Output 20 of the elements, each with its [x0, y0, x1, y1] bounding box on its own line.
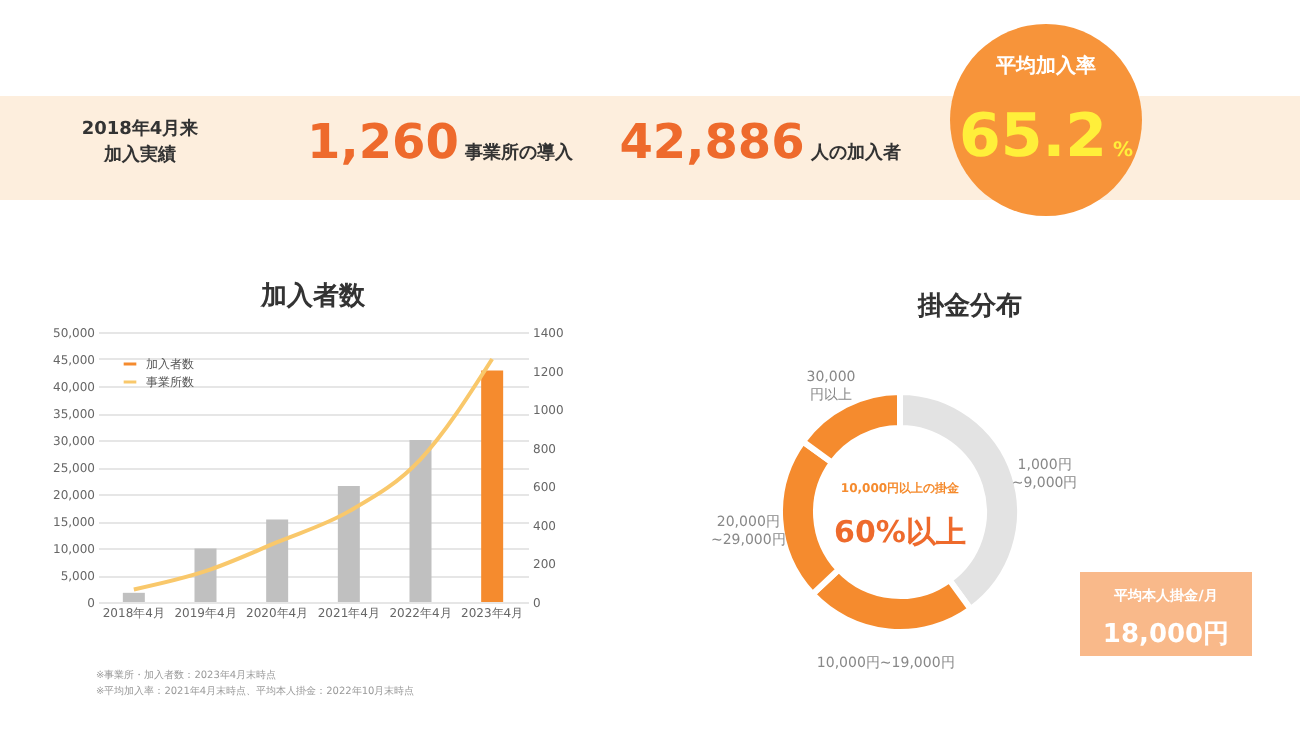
- text: 1,260: [307, 114, 459, 172]
- text: 18,000円: [1102, 620, 1230, 650]
- text: 60%以上: [834, 514, 966, 550]
- bar: [337, 485, 360, 602]
- bar: [481, 370, 504, 602]
- bar: [194, 548, 217, 602]
- text: 2018年4月来: [81, 120, 199, 141]
- line-series: [131, 357, 495, 592]
- text: 加入実績: [104, 146, 176, 168]
- text: 42,886: [619, 114, 805, 172]
- bar: [266, 519, 289, 602]
- text: %: [1113, 140, 1134, 163]
- chart-title: 加入者数: [259, 280, 367, 312]
- text: 事業所の導入: [464, 144, 573, 165]
- text: 65.2: [958, 102, 1107, 173]
- text: 平均加入率: [996, 56, 1096, 79]
- bar: [122, 592, 145, 602]
- chart-title: 掛金分布: [916, 292, 1022, 322]
- text: 人の加入者: [810, 144, 901, 165]
- bar: [409, 440, 432, 602]
